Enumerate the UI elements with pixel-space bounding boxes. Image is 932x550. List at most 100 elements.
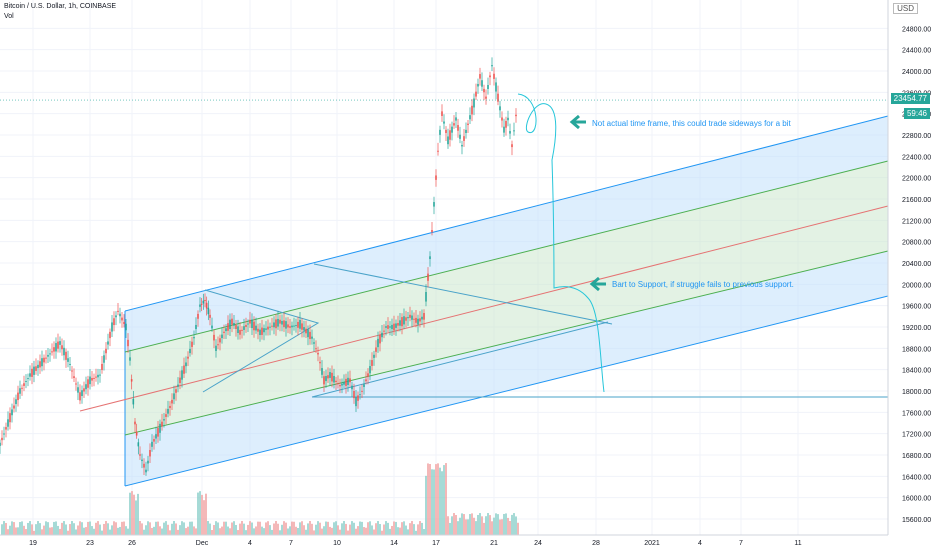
- volume-bar: [321, 528, 323, 535]
- volume-bar: [357, 526, 359, 535]
- volume-bar: [219, 528, 221, 535]
- candle-body: [387, 325, 389, 329]
- candle-body: [81, 390, 83, 397]
- candle-body: [343, 382, 345, 385]
- forecast-path: [517, 93, 605, 393]
- x-tick-label: 4: [248, 540, 252, 547]
- candle-body: [127, 339, 129, 347]
- arrow-icon: [569, 114, 586, 130]
- candle-body: [447, 136, 449, 145]
- candle-body: [333, 376, 335, 383]
- volume-bar: [425, 475, 427, 535]
- candle-body: [371, 360, 373, 366]
- volume-bar: [385, 521, 387, 535]
- candle-body: [19, 388, 21, 394]
- candle-body: [469, 115, 471, 120]
- volume-bar: [273, 523, 275, 535]
- volume-bar: [147, 521, 149, 535]
- volume-bar: [97, 521, 99, 535]
- candle-body: [375, 347, 377, 352]
- volume-bar: [31, 524, 33, 535]
- volume-bar: [171, 523, 173, 535]
- volume-bar: [65, 524, 67, 535]
- volume-bar: [27, 522, 29, 535]
- volume-bar: [117, 527, 119, 535]
- candle-body: [499, 106, 501, 111]
- candle-body: [449, 130, 451, 140]
- candle-body: [207, 307, 210, 315]
- volume-bar: [245, 530, 247, 535]
- candle-body: [77, 387, 79, 393]
- volume-bar: [185, 528, 187, 535]
- candle-body: [0, 442, 1, 446]
- volume-bar: [143, 529, 145, 535]
- candle-body: [211, 325, 213, 329]
- volume-bar: [73, 523, 75, 535]
- candle-body: [425, 291, 427, 302]
- candle-body: [435, 175, 437, 180]
- volume-bar: [485, 516, 487, 535]
- volume-bar: [85, 527, 87, 535]
- volume-bar: [247, 524, 249, 535]
- candle-body: [149, 450, 151, 457]
- volume-bar: [181, 521, 183, 535]
- volume-label: Vol: [4, 13, 14, 20]
- volume-bar: [53, 521, 55, 535]
- y-tick-label: 22400.00: [902, 154, 931, 161]
- volume-bar: [337, 525, 339, 535]
- volume-bar: [433, 469, 435, 535]
- candle-body: [107, 341, 109, 345]
- volume-bar: [315, 524, 317, 535]
- candle-body: [132, 398, 135, 405]
- volume-bar: [299, 522, 301, 535]
- y-tick-label: 22000.00: [902, 176, 931, 183]
- candle-body: [55, 343, 57, 352]
- volume-bar: [67, 530, 69, 535]
- x-tick-label: 2021: [644, 540, 660, 547]
- y-tick-label: 18000.00: [902, 389, 931, 396]
- candle-body: [365, 379, 367, 382]
- volume-bar: [297, 528, 299, 535]
- candle-body: [281, 320, 283, 325]
- volume-bar: [269, 525, 271, 535]
- volume-bar: [91, 526, 93, 535]
- candle-body: [191, 341, 193, 347]
- volume-bar: [471, 513, 473, 535]
- x-tick-label: 10: [333, 540, 341, 547]
- candle-body: [67, 358, 69, 362]
- candle-body: [134, 421, 136, 425]
- candle-body: [219, 338, 221, 343]
- volume-bar: [251, 522, 253, 535]
- y-tick-label: 19200.00: [902, 325, 931, 332]
- volume-bar: [301, 521, 303, 535]
- volume-bar: [295, 526, 297, 535]
- y-tick-label: 22800.00: [902, 133, 931, 140]
- volume-bar: [203, 500, 205, 535]
- currency-button[interactable]: USD: [893, 3, 918, 14]
- candle-body: [497, 93, 499, 102]
- candle-body: [479, 74, 481, 79]
- candle-body: [313, 342, 315, 344]
- candle-body: [21, 387, 23, 389]
- candle-body: [369, 366, 371, 374]
- volume-bar: [447, 516, 449, 535]
- candle-body: [251, 319, 253, 329]
- volume-bar: [313, 530, 315, 535]
- volume-bar: [339, 529, 341, 535]
- candle-body: [443, 121, 445, 124]
- volume-bar: [55, 521, 57, 535]
- volume-bar: [375, 523, 377, 535]
- volume-bar: [453, 513, 455, 535]
- candle-body: [165, 414, 167, 417]
- candle-body: [431, 230, 433, 232]
- candle-body: [275, 319, 277, 329]
- volume-bar: [455, 515, 457, 535]
- candle-body: [193, 337, 195, 339]
- candle-body: [297, 321, 299, 328]
- volume-bar: [469, 514, 471, 535]
- candle-body: [395, 323, 397, 328]
- volume-bar: [163, 522, 165, 535]
- candle-body: [451, 126, 453, 133]
- volume-bar: [77, 525, 79, 535]
